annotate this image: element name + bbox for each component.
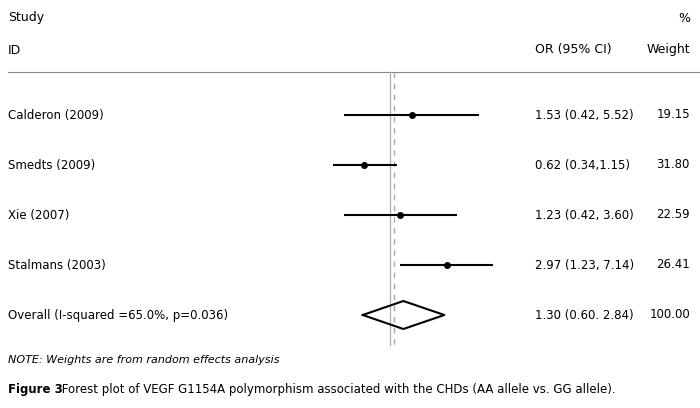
Text: OR (95% CI): OR (95% CI) [535, 44, 612, 56]
Text: Xie (2007): Xie (2007) [8, 208, 69, 222]
Text: 1.23 (0.42, 3.60): 1.23 (0.42, 3.60) [535, 208, 634, 222]
Text: Overall (I-squared =65.0%, p=0.036): Overall (I-squared =65.0%, p=0.036) [8, 308, 228, 322]
Text: 1.53 (0.42, 5.52): 1.53 (0.42, 5.52) [535, 109, 634, 122]
Text: Calderon (2009): Calderon (2009) [8, 109, 104, 122]
Text: NOTE: Weights are from random effects analysis: NOTE: Weights are from random effects an… [8, 355, 279, 365]
Text: 22.59: 22.59 [657, 208, 690, 222]
Text: 1.30 (0.60. 2.84): 1.30 (0.60. 2.84) [535, 308, 634, 322]
Text: ID: ID [8, 44, 21, 56]
Text: 100.00: 100.00 [650, 308, 690, 322]
Text: Weight: Weight [646, 44, 690, 56]
Text: Smedts (2009): Smedts (2009) [8, 158, 95, 171]
Text: 19.15: 19.15 [657, 109, 690, 122]
Text: Forest plot of VEGF G1154A polymorphism associated with the CHDs (AA allele vs. : Forest plot of VEGF G1154A polymorphism … [58, 384, 615, 397]
Text: 0.62 (0.34,1.15): 0.62 (0.34,1.15) [535, 158, 630, 171]
Text: Stalmans (2003): Stalmans (2003) [8, 259, 106, 271]
Text: 2.97 (1.23, 7.14): 2.97 (1.23, 7.14) [535, 259, 634, 271]
Text: Study: Study [8, 11, 44, 24]
Text: %: % [678, 11, 690, 24]
Text: 26.41: 26.41 [657, 259, 690, 271]
Text: Figure 3: Figure 3 [8, 384, 63, 397]
Text: 31.80: 31.80 [657, 158, 690, 171]
